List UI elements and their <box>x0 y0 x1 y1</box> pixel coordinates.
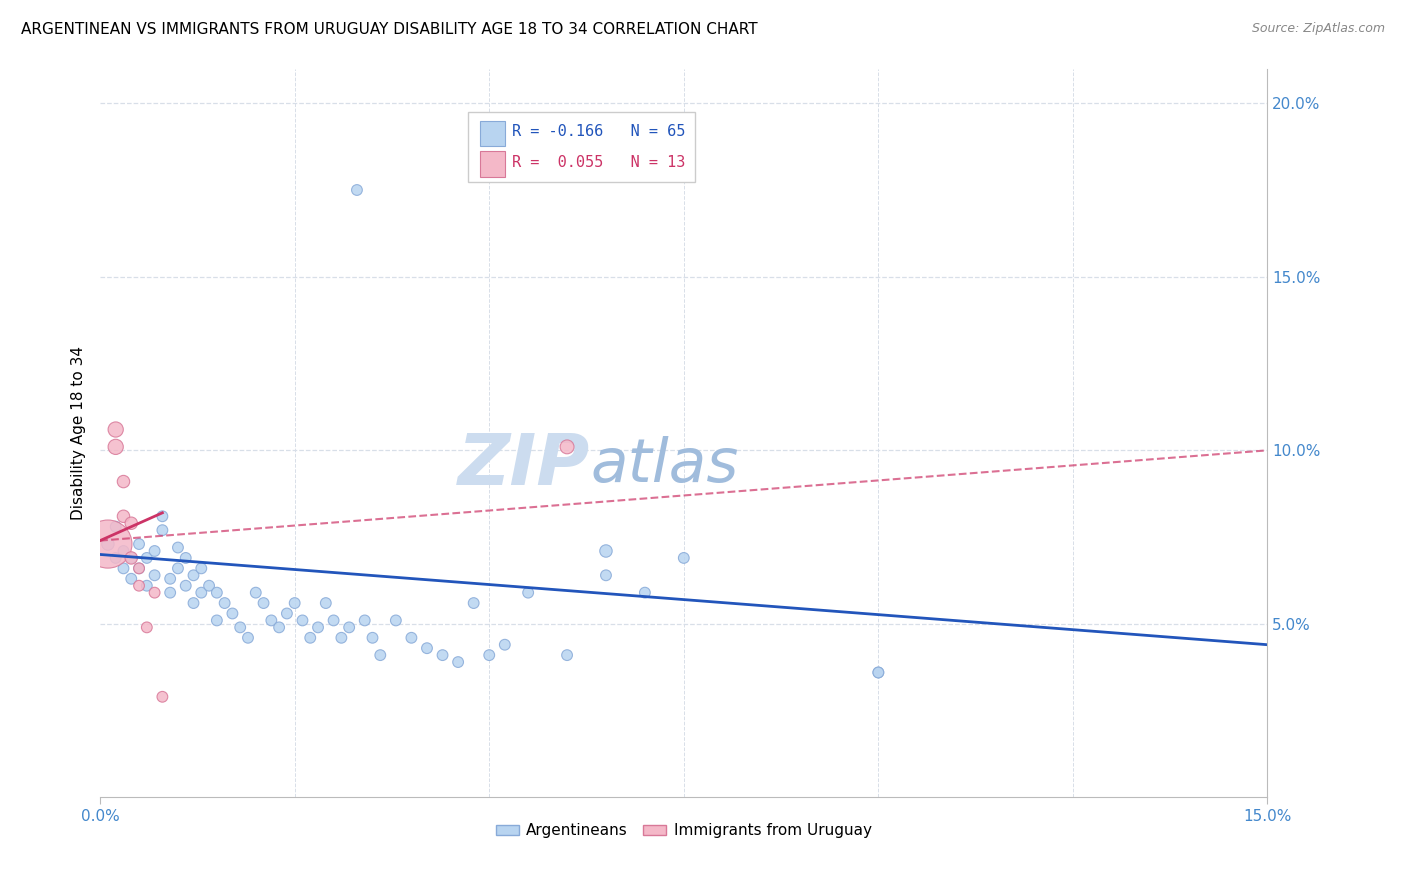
Point <box>291 614 314 628</box>
Point <box>330 631 353 645</box>
Point <box>245 585 267 599</box>
Point <box>307 620 329 634</box>
Point <box>174 550 197 565</box>
Point <box>159 572 181 586</box>
Point <box>112 544 135 558</box>
Point <box>555 648 578 662</box>
Point <box>183 596 205 610</box>
Point <box>236 631 259 645</box>
Point <box>229 620 252 634</box>
Point <box>167 561 190 575</box>
Point <box>174 579 197 593</box>
Point <box>120 516 142 531</box>
Y-axis label: Disability Age 18 to 34: Disability Age 18 to 34 <box>72 346 86 520</box>
Point <box>167 541 190 555</box>
Point <box>128 537 150 551</box>
Point <box>112 475 135 489</box>
Point <box>150 690 173 704</box>
Point <box>97 537 120 551</box>
Point <box>128 561 150 575</box>
Point <box>322 614 344 628</box>
Point <box>120 572 142 586</box>
Point <box>214 596 236 610</box>
Point <box>143 568 166 582</box>
FancyBboxPatch shape <box>468 112 696 181</box>
FancyBboxPatch shape <box>479 151 505 177</box>
Point <box>260 614 283 628</box>
Text: ARGENTINEAN VS IMMIGRANTS FROM URUGUAY DISABILITY AGE 18 TO 34 CORRELATION CHART: ARGENTINEAN VS IMMIGRANTS FROM URUGUAY D… <box>21 22 758 37</box>
Point <box>120 550 142 565</box>
Point <box>159 585 181 599</box>
Point <box>868 665 890 680</box>
Point <box>517 585 540 599</box>
Point <box>104 423 127 437</box>
Point <box>135 620 157 634</box>
Legend: Argentineans, Immigrants from Uruguay: Argentineans, Immigrants from Uruguay <box>489 817 877 845</box>
Point <box>135 579 157 593</box>
Point <box>104 440 127 454</box>
Point <box>112 561 135 575</box>
Point <box>595 544 617 558</box>
Point <box>120 550 142 565</box>
Point <box>104 550 127 565</box>
Point <box>269 620 291 634</box>
Point <box>190 561 212 575</box>
Point <box>143 544 166 558</box>
FancyBboxPatch shape <box>479 120 505 146</box>
Point <box>416 641 439 656</box>
Point <box>494 638 516 652</box>
Point <box>97 537 120 551</box>
Point <box>361 631 384 645</box>
Point <box>150 523 173 537</box>
Text: R =  0.055   N = 13: R = 0.055 N = 13 <box>512 154 686 169</box>
Point <box>183 568 205 582</box>
Point <box>401 631 423 645</box>
Point <box>346 183 368 197</box>
Point <box>276 607 298 621</box>
Point <box>315 596 337 610</box>
Point <box>463 596 485 610</box>
Point <box>104 519 127 533</box>
Point <box>190 585 212 599</box>
Point <box>221 607 243 621</box>
Point <box>368 648 391 662</box>
Text: Source: ZipAtlas.com: Source: ZipAtlas.com <box>1251 22 1385 36</box>
Point <box>595 568 617 582</box>
Text: ZIP: ZIP <box>458 432 591 500</box>
Point <box>385 614 408 628</box>
Point <box>205 614 228 628</box>
Point <box>555 440 578 454</box>
Point <box>337 620 360 634</box>
Point <box>478 648 501 662</box>
Point <box>299 631 322 645</box>
Point <box>672 550 695 565</box>
Point <box>112 509 135 524</box>
Point <box>447 655 470 669</box>
Point <box>128 561 150 575</box>
Point <box>432 648 454 662</box>
Point <box>143 585 166 599</box>
Point <box>252 596 274 610</box>
Point <box>135 550 157 565</box>
Point <box>205 585 228 599</box>
Point <box>634 585 657 599</box>
Point <box>868 665 890 680</box>
Point <box>150 509 173 524</box>
Point <box>128 579 150 593</box>
Point <box>353 614 375 628</box>
Text: atlas: atlas <box>591 436 738 495</box>
Point <box>198 579 221 593</box>
Point <box>284 596 307 610</box>
Text: R = -0.166   N = 65: R = -0.166 N = 65 <box>512 124 686 139</box>
